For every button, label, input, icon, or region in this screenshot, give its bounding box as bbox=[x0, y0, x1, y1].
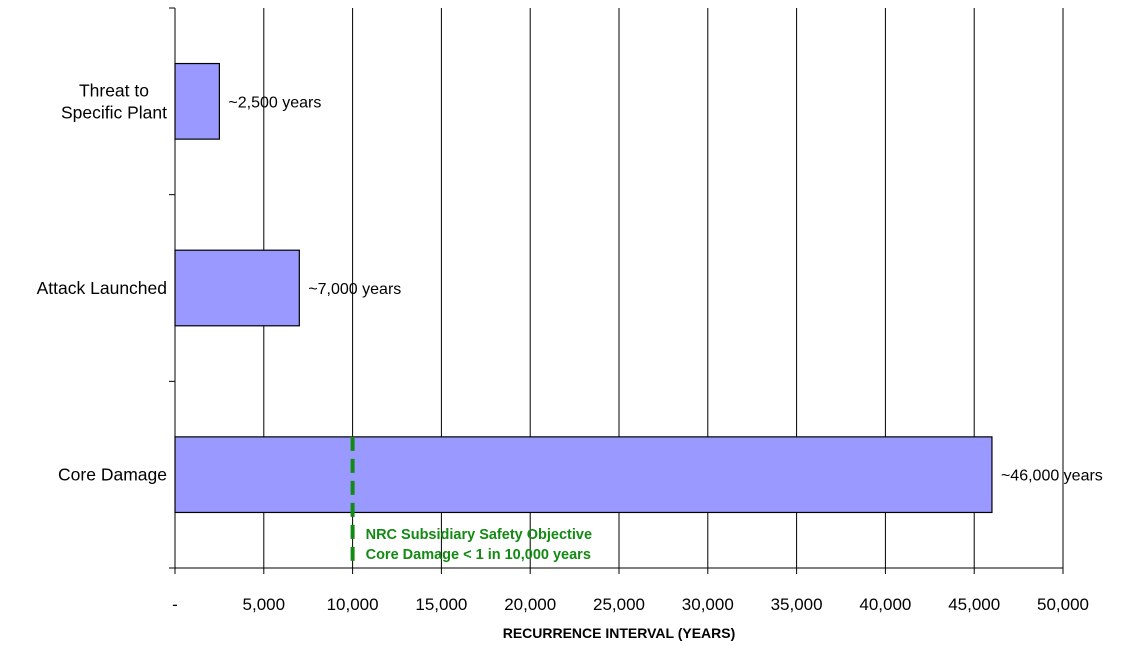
bar bbox=[174, 62, 221, 140]
x-tick-label: 40,000 bbox=[859, 595, 911, 614]
x-tick-label: 45,000 bbox=[948, 595, 1000, 614]
x-tick-label: 50,000 bbox=[1037, 595, 1089, 614]
data-label: ~2,500 years bbox=[228, 94, 321, 111]
category-label: Threat to bbox=[79, 80, 149, 100]
x-tick-label: 30,000 bbox=[682, 595, 734, 614]
reference-line-group: NRC Subsidiary Safety Objective Core Dama… bbox=[350, 436, 592, 568]
x-tick-label: 35,000 bbox=[771, 595, 823, 614]
x-tick-label: 10,000 bbox=[327, 595, 379, 614]
category-label: Attack Launched bbox=[37, 278, 167, 298]
x-axis-title: RECURRENCE INTERVAL (YEARS) bbox=[503, 625, 736, 641]
category-label: Core Damage bbox=[58, 465, 167, 485]
category-label: Specific Plant bbox=[61, 102, 167, 122]
reference-line-label: Core Damage < 1 in 10,000 years bbox=[366, 547, 591, 563]
gridlines bbox=[263, 8, 1064, 568]
x-tick-label: 5,000 bbox=[243, 595, 286, 614]
bar bbox=[174, 436, 993, 514]
bar bbox=[174, 249, 300, 327]
reference-line-label: NRC Subsidiary Safety Objective bbox=[366, 527, 592, 543]
bars bbox=[174, 62, 993, 514]
data-label: ~7,000 years bbox=[308, 281, 401, 298]
x-tick-label: 25,000 bbox=[593, 595, 645, 614]
x-tick-label: 15,000 bbox=[415, 595, 467, 614]
x-tick-label: 20,000 bbox=[504, 595, 556, 614]
data-label: ~46,000 years bbox=[1001, 468, 1103, 485]
x-tick-label: - bbox=[172, 595, 178, 614]
